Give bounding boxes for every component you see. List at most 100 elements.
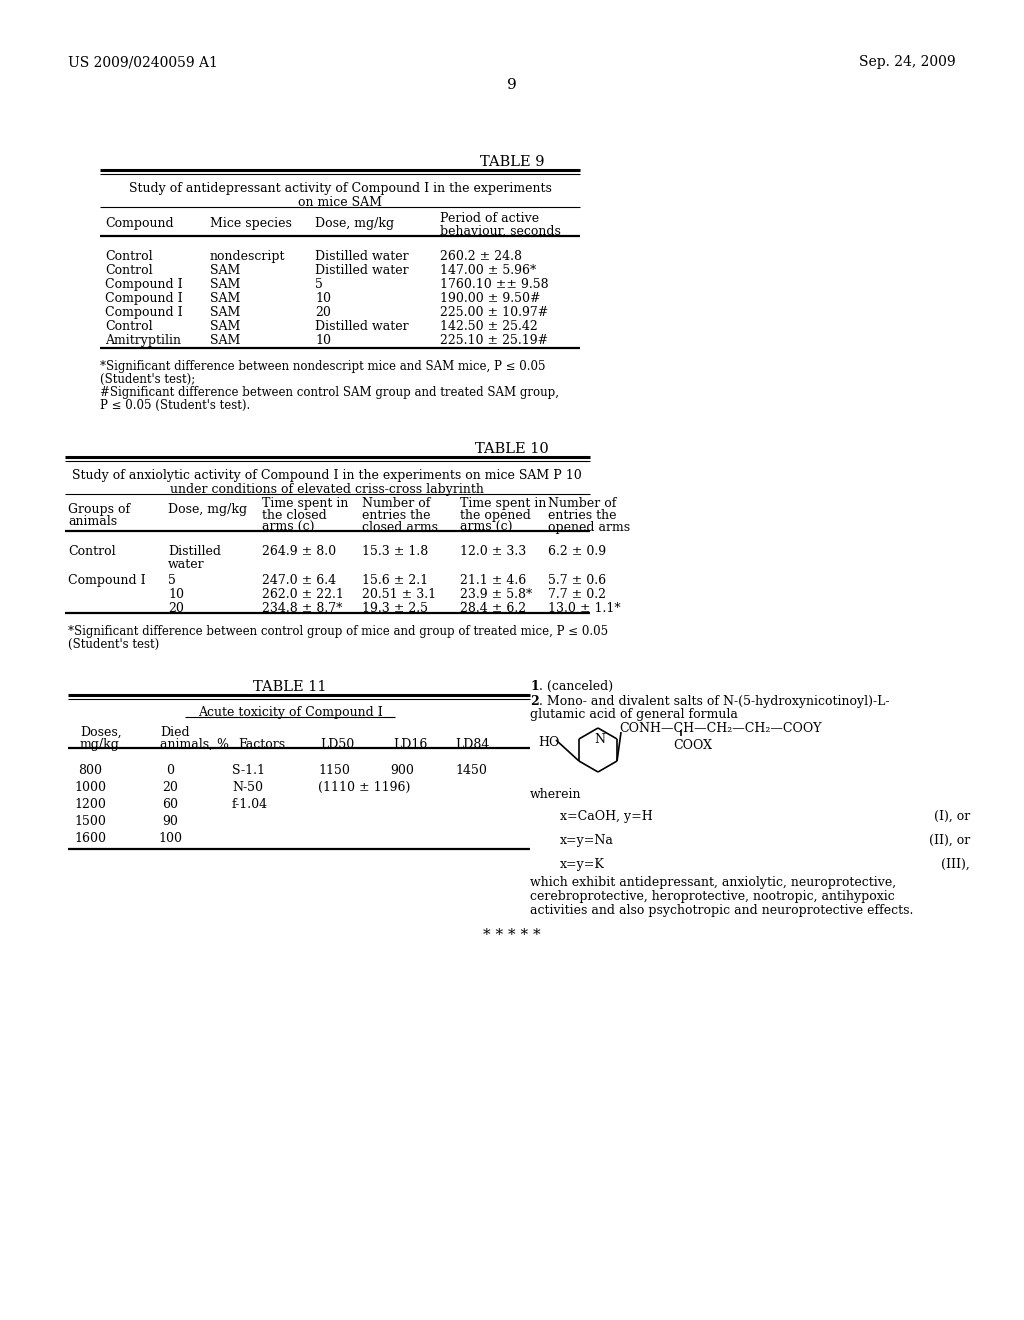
Text: opened arms: opened arms xyxy=(548,521,630,535)
Text: (III),: (III), xyxy=(941,858,970,871)
Text: mg/kg: mg/kg xyxy=(80,738,120,751)
Text: 10: 10 xyxy=(168,587,184,601)
Text: LD16: LD16 xyxy=(393,738,427,751)
Text: Amitryptilin: Amitryptilin xyxy=(105,334,181,347)
Text: x=CaOH, y=H: x=CaOH, y=H xyxy=(560,810,652,822)
Text: . (canceled): . (canceled) xyxy=(539,680,613,693)
Text: Distilled: Distilled xyxy=(168,545,221,558)
Text: TABLE 11: TABLE 11 xyxy=(253,680,327,694)
Text: 147.00 ± 5.96*: 147.00 ± 5.96* xyxy=(440,264,537,277)
Text: SAM: SAM xyxy=(210,264,241,277)
Text: activities and also psychotropic and neuroprotective effects.: activities and also psychotropic and neu… xyxy=(530,904,913,917)
Text: arms (c): arms (c) xyxy=(460,521,512,535)
Text: which exhibit antidepressant, anxiolytic, neuroprotective,: which exhibit antidepressant, anxiolytic… xyxy=(530,876,896,888)
Text: * * * * *: * * * * * xyxy=(483,928,541,942)
Text: LD50: LD50 xyxy=(319,738,354,751)
Text: Control: Control xyxy=(105,319,153,333)
Text: 100: 100 xyxy=(158,832,182,845)
Text: HO: HO xyxy=(538,737,559,748)
Text: nondescript: nondescript xyxy=(210,249,286,263)
Text: TABLE 10: TABLE 10 xyxy=(475,442,549,455)
Text: Mice species: Mice species xyxy=(210,216,292,230)
Text: Period of active: Period of active xyxy=(440,213,539,224)
Text: Compound I: Compound I xyxy=(105,306,182,319)
Text: 20: 20 xyxy=(168,602,184,615)
Text: *Significant difference between nondescript mice and SAM mice, P ≤ 0.05: *Significant difference between nondescr… xyxy=(100,360,546,374)
Text: 9: 9 xyxy=(507,78,517,92)
Text: Control: Control xyxy=(105,249,153,263)
Text: 260.2 ± 24.8: 260.2 ± 24.8 xyxy=(440,249,522,263)
Text: 90: 90 xyxy=(162,814,178,828)
Text: x=y=K: x=y=K xyxy=(560,858,605,871)
Text: x=y=Na: x=y=Na xyxy=(560,834,613,847)
Text: water: water xyxy=(168,558,205,572)
Text: #Significant difference between control SAM group and treated SAM group,: #Significant difference between control … xyxy=(100,385,559,399)
Text: Distilled water: Distilled water xyxy=(315,319,409,333)
Text: wherein: wherein xyxy=(530,788,582,801)
Text: US 2009/0240059 A1: US 2009/0240059 A1 xyxy=(68,55,218,69)
Text: Died: Died xyxy=(160,726,189,739)
Text: Doses,: Doses, xyxy=(80,726,122,739)
Text: animals, %: animals, % xyxy=(160,738,229,751)
Text: 190.00 ± 9.50#: 190.00 ± 9.50# xyxy=(440,292,541,305)
Text: Study of anxiolytic activity of Compound I in the experiments on mice SAM P 10: Study of anxiolytic activity of Compound… xyxy=(72,469,582,482)
Text: closed arms: closed arms xyxy=(362,521,438,535)
Text: N: N xyxy=(594,733,605,746)
Text: LD84: LD84 xyxy=(455,738,489,751)
Text: Groups of: Groups of xyxy=(68,503,130,516)
Text: N-50: N-50 xyxy=(232,781,263,795)
Text: Dose, mg/kg: Dose, mg/kg xyxy=(315,216,394,230)
Text: P ≤ 0.05 (Student's test).: P ≤ 0.05 (Student's test). xyxy=(100,399,250,412)
Text: Time spent in: Time spent in xyxy=(460,498,547,510)
Text: Control: Control xyxy=(105,264,153,277)
Text: S-1.1: S-1.1 xyxy=(232,764,265,777)
Text: Control: Control xyxy=(68,545,116,558)
Text: 0: 0 xyxy=(166,764,174,777)
Text: Study of antidepressant activity of Compound I in the experiments: Study of antidepressant activity of Comp… xyxy=(129,182,552,195)
Text: cerebroprotective, heroprotective, nootropic, antihypoxic: cerebroprotective, heroprotective, nootr… xyxy=(530,890,895,903)
Text: 1200: 1200 xyxy=(74,799,105,810)
Text: TABLE 9: TABLE 9 xyxy=(480,154,544,169)
Text: 800: 800 xyxy=(78,764,102,777)
Text: 20.51 ± 3.1: 20.51 ± 3.1 xyxy=(362,587,436,601)
Text: on mice SAM: on mice SAM xyxy=(298,195,382,209)
Text: (Student's test): (Student's test) xyxy=(68,638,160,651)
Text: Dose, mg/kg: Dose, mg/kg xyxy=(168,503,247,516)
Text: under conditions of elevated criss-cross labyrinth: under conditions of elevated criss-cross… xyxy=(170,483,484,496)
Text: SAM: SAM xyxy=(210,279,241,290)
Text: glutamic acid of general formula: glutamic acid of general formula xyxy=(530,708,738,721)
Text: 13.0 ± 1.1*: 13.0 ± 1.1* xyxy=(548,602,621,615)
Text: 247.0 ± 6.4: 247.0 ± 6.4 xyxy=(262,574,336,587)
Text: SAM: SAM xyxy=(210,306,241,319)
Text: animals: animals xyxy=(68,515,117,528)
Text: CONH—CH—CH₂—CH₂—COOY: CONH—CH—CH₂—CH₂—COOY xyxy=(620,722,821,735)
Text: 5: 5 xyxy=(168,574,176,587)
Text: 6.2 ± 0.9: 6.2 ± 0.9 xyxy=(548,545,606,558)
Text: 142.50 ± 25.42: 142.50 ± 25.42 xyxy=(440,319,538,333)
Text: 2: 2 xyxy=(530,696,539,708)
Text: Distilled water: Distilled water xyxy=(315,249,409,263)
Text: 20: 20 xyxy=(162,781,178,795)
Text: 225.10 ± 25.19#: 225.10 ± 25.19# xyxy=(440,334,548,347)
Text: SAM: SAM xyxy=(210,319,241,333)
Text: (I), or: (I), or xyxy=(934,810,970,822)
Text: Time spent in: Time spent in xyxy=(262,498,348,510)
Text: 1450: 1450 xyxy=(455,764,486,777)
Text: 12.0 ± 3.3: 12.0 ± 3.3 xyxy=(460,545,526,558)
Text: Number of: Number of xyxy=(548,498,616,510)
Text: 1500: 1500 xyxy=(74,814,105,828)
Text: 5: 5 xyxy=(315,279,323,290)
Text: *Significant difference between control group of mice and group of treated mice,: *Significant difference between control … xyxy=(68,624,608,638)
Text: 262.0 ± 22.1: 262.0 ± 22.1 xyxy=(262,587,344,601)
Text: 10: 10 xyxy=(315,292,331,305)
Text: 5.7 ± 0.6: 5.7 ± 0.6 xyxy=(548,574,606,587)
Text: 19.3 ± 2.5: 19.3 ± 2.5 xyxy=(362,602,428,615)
Text: 10: 10 xyxy=(315,334,331,347)
Text: behaviour, seconds: behaviour, seconds xyxy=(440,224,561,238)
Text: 264.9 ± 8.0: 264.9 ± 8.0 xyxy=(262,545,336,558)
Text: COOX: COOX xyxy=(673,739,712,752)
Text: 234.8 ± 8.7*: 234.8 ± 8.7* xyxy=(262,602,342,615)
Text: Sep. 24, 2009: Sep. 24, 2009 xyxy=(859,55,956,69)
Text: Compound: Compound xyxy=(105,216,174,230)
Text: 15.6 ± 2.1: 15.6 ± 2.1 xyxy=(362,574,428,587)
